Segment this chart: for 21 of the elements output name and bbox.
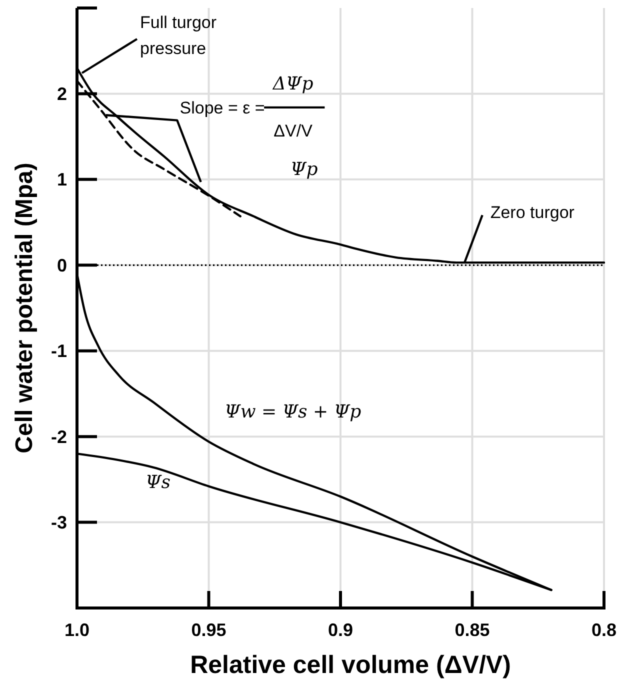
x-tick-label: 0.85 — [454, 620, 490, 640]
series-label: Ψw = Ψs + Ψp — [224, 402, 362, 423]
series-label: Ψs — [146, 472, 171, 493]
annotation: Full turgor pressure — [140, 13, 217, 58]
y-tick-label: 0 — [56, 255, 67, 276]
y-tick-label: 1 — [56, 170, 67, 190]
text: Ψp — [290, 159, 318, 180]
y-tick-label: -1 — [50, 341, 67, 362]
x-axis-title: Relative cell volume (ΔV/V) — [190, 651, 511, 679]
annotation: ΔΨp — [272, 73, 314, 94]
y-tick-label: -2 — [50, 426, 67, 447]
x-tick-label: 0.9 — [328, 620, 354, 640]
x-tick-label: 0.8 — [591, 620, 617, 640]
annotation: Zero turgor — [490, 203, 575, 222]
annotation: ΔV/V — [274, 122, 314, 141]
y-axis-title: Cell water potential (Mpa) — [11, 162, 38, 454]
x-tick-label: 0.95 — [191, 620, 226, 640]
y-tick-label: -3 — [50, 512, 67, 533]
annotation: Slope = ε = — [180, 98, 265, 118]
y-tick-label: 2 — [56, 84, 67, 104]
x-tick-label: 1.0 — [64, 620, 90, 640]
